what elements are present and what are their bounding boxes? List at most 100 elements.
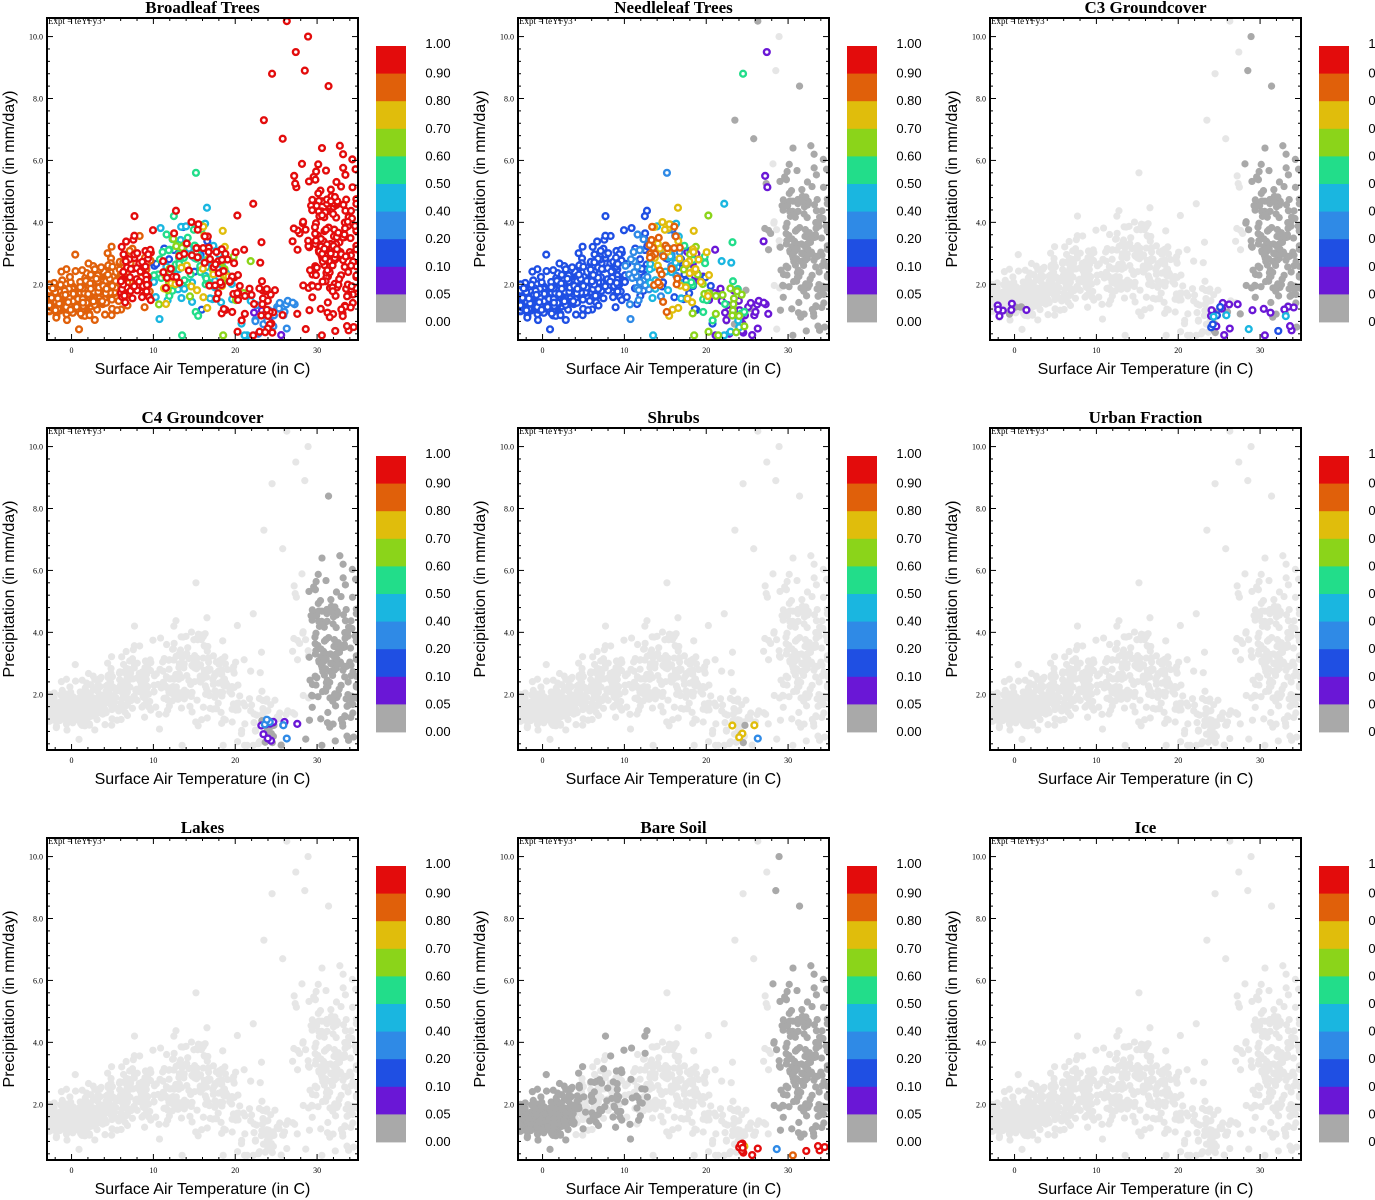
fraction-point: [211, 260, 220, 269]
background-point: [1019, 278, 1027, 286]
fraction-point: [718, 290, 727, 300]
background-point: [1073, 232, 1081, 240]
fraction-point: [625, 300, 635, 309]
fraction-point: [317, 143, 327, 153]
background-point: [1105, 230, 1114, 239]
fraction-point: [245, 284, 254, 293]
fraction-point: [822, 222, 829, 230]
fraction-point: [321, 254, 330, 263]
fraction-point: [228, 307, 237, 317]
fraction-point: [191, 168, 201, 177]
fraction-point: [688, 309, 697, 318]
fraction-point: [249, 199, 258, 208]
fraction-point: [814, 292, 822, 300]
fraction-point: [107, 311, 116, 320]
fraction-point: [187, 282, 196, 291]
fraction-point: [648, 293, 657, 303]
fraction-point: [202, 203, 212, 212]
fraction-point: [175, 278, 184, 287]
fraction-point: [627, 223, 636, 233]
fraction-point: [783, 167, 791, 176]
fraction-point: [524, 294, 533, 303]
fraction-point: [590, 258, 599, 267]
fraction-point: [120, 291, 129, 300]
fraction-point: [98, 297, 107, 306]
background-point: [1193, 300, 1201, 308]
background-point: [1135, 169, 1143, 177]
fraction-point: [795, 82, 804, 90]
fraction-point: [249, 299, 259, 309]
fraction-point: [316, 304, 325, 313]
fraction-point: [217, 255, 227, 264]
fraction-point: [311, 229, 320, 238]
background-point: [1102, 268, 1110, 276]
fraction-point: [817, 234, 826, 242]
scatter-points: [990, 18, 1301, 340]
fraction-point: [142, 287, 151, 296]
fraction-point: [348, 183, 357, 192]
fraction-point: [346, 233, 355, 243]
fraction-point: [233, 211, 242, 220]
fraction-point: [673, 274, 682, 283]
fraction-point: [555, 259, 564, 268]
fraction-point: [257, 311, 266, 320]
background-point: [1169, 277, 1177, 285]
fraction-point: [140, 303, 149, 312]
fraction-point: [258, 300, 267, 309]
background-point: [1034, 316, 1042, 324]
fraction-point: [158, 257, 168, 266]
fraction-point: [683, 294, 692, 303]
background-point: [1145, 274, 1153, 283]
fraction-point: [587, 277, 597, 286]
background-point: [1236, 246, 1245, 254]
fraction-point: [690, 331, 699, 340]
background-point: [1050, 243, 1059, 251]
fraction-point: [720, 199, 729, 208]
background-point: [1193, 309, 1201, 317]
fraction-point: [240, 245, 249, 254]
fraction-point: [205, 255, 215, 264]
fraction-point: [805, 281, 814, 289]
fraction-point: [308, 281, 317, 290]
fraction-point: [328, 287, 337, 296]
fraction-point: [750, 135, 758, 143]
fraction-point: [301, 325, 310, 334]
colorbar-label: 1.00: [896, 36, 921, 51]
fraction-point: [711, 291, 721, 301]
fraction-point: [578, 242, 587, 251]
colorbar-label: 0.80: [896, 93, 921, 108]
fraction-point: [748, 330, 757, 340]
colorbar-swatch: [847, 73, 877, 102]
fraction-point: [807, 142, 815, 150]
fraction-point: [148, 226, 158, 235]
fraction-point: [230, 259, 239, 268]
fraction-point: [798, 186, 806, 194]
fraction-point: [523, 313, 532, 322]
background-point: [1128, 245, 1136, 253]
fraction-point: [620, 277, 629, 287]
colorbar-label: 0.60: [425, 148, 450, 163]
fraction-point: [594, 301, 603, 310]
fraction-point: [799, 261, 808, 270]
fraction-point: [305, 306, 314, 315]
fraction-point: [233, 327, 242, 336]
fraction-point: [821, 323, 829, 331]
background-point: [1137, 220, 1146, 228]
fraction-point: [818, 303, 826, 312]
fraction-point: [219, 304, 228, 314]
fraction-point: [256, 258, 265, 267]
fraction-point: [212, 247, 221, 257]
fraction-point: [812, 207, 821, 215]
fraction-point: [340, 224, 350, 233]
fraction-point: [542, 250, 551, 259]
background-point: [773, 325, 781, 333]
fraction-point: [703, 291, 713, 301]
fraction-point: [761, 171, 770, 181]
background-point: [1192, 200, 1200, 208]
fraction-point: [800, 210, 808, 218]
fraction-point: [86, 270, 95, 279]
fraction-point: [53, 294, 62, 303]
background-point: [1083, 303, 1092, 311]
fraction-point: [808, 182, 816, 191]
